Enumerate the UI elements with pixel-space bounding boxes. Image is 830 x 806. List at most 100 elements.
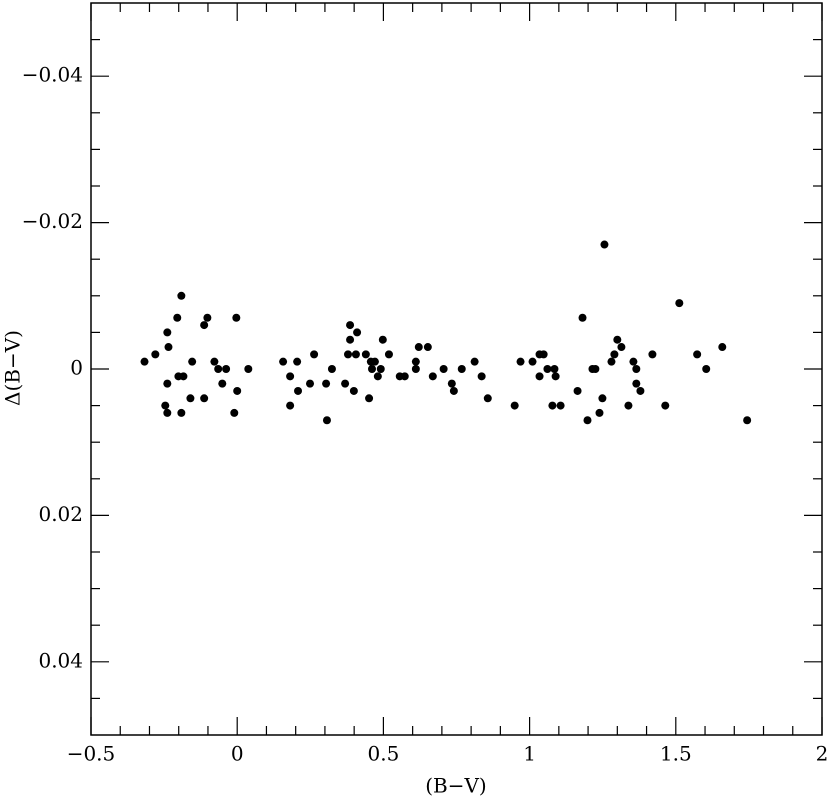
point [230,408,239,417]
point [200,321,209,330]
point [344,350,353,359]
point [279,357,288,366]
point [629,357,638,366]
point [598,394,607,403]
point [177,291,186,300]
point [367,365,376,373]
point [414,343,423,352]
point [384,350,393,359]
point [370,357,379,366]
x-tick-label: 0.5 [367,742,399,766]
point [349,386,358,395]
y-tick-label: −0.02 [22,209,83,233]
point [341,379,350,388]
point [244,365,253,373]
point [693,350,702,359]
point [286,401,295,410]
y-axis-label: Δ(B−V) [1,330,25,406]
point [632,365,641,373]
point [595,408,604,417]
point [510,401,519,410]
point [322,416,331,425]
point [353,328,362,337]
point [551,372,560,381]
point [351,350,360,359]
point [293,357,302,366]
point [411,365,420,373]
point [365,394,374,403]
y-tick-label: 0 [70,356,83,380]
point [573,386,582,395]
point [177,408,186,417]
point [457,365,466,373]
point [210,357,219,366]
point [163,379,172,388]
point [636,386,645,395]
point [163,328,172,337]
point [361,350,370,359]
point [327,365,336,373]
point [203,313,212,322]
point [378,335,387,344]
point [617,343,626,352]
x-tick-label: 0 [231,742,244,766]
point [607,357,616,366]
point [346,321,355,330]
point [648,350,657,359]
point [477,372,486,381]
point [743,416,752,425]
point [218,379,227,388]
point [214,365,223,373]
point [294,386,303,395]
point [632,379,641,388]
y-tick-label: 0.02 [38,502,83,526]
point [449,386,458,395]
point [661,401,670,410]
plot-frame [90,2,823,736]
point [578,313,587,322]
point [140,357,149,366]
point [161,401,170,410]
point [188,357,197,366]
y-tick-label: 0.04 [38,648,83,672]
point [675,299,684,308]
point [400,372,409,381]
point [548,401,557,410]
point [613,335,622,344]
y-tick-label: −0.04 [22,63,83,87]
point [346,335,355,344]
point [173,313,182,322]
point [624,401,633,410]
point [186,394,195,403]
point [200,394,209,403]
x-axis-label: (B−V) [425,774,487,798]
x-tick-label: −0.5 [67,742,116,766]
point [550,365,559,373]
point [286,372,295,381]
point [610,350,619,359]
point [423,343,432,352]
point [232,313,241,322]
point [591,365,600,373]
point [373,372,382,381]
x-tick-label: 1.5 [660,742,692,766]
x-tick-label: 1 [523,742,536,766]
point [447,379,456,388]
point [702,365,711,373]
point [535,372,544,381]
point [179,372,188,381]
point [310,350,319,359]
point [222,365,231,373]
point [428,372,437,381]
point [306,379,315,388]
point [543,365,552,373]
point [528,357,537,366]
point [233,386,242,395]
point [718,343,727,352]
point [516,357,525,366]
point [163,408,172,417]
point [164,343,173,352]
point [470,357,479,366]
